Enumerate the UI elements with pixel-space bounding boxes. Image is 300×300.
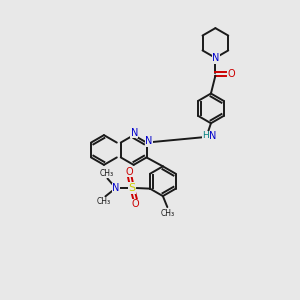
Text: CH₃: CH₃ — [97, 197, 111, 206]
Text: S: S — [129, 183, 136, 193]
Text: N: N — [209, 131, 216, 141]
Text: H: H — [202, 131, 209, 140]
Text: N: N — [145, 136, 153, 146]
Text: N: N — [130, 128, 138, 138]
Text: CH₃: CH₃ — [100, 169, 114, 178]
Text: O: O — [126, 167, 134, 177]
Text: N: N — [112, 183, 119, 193]
Text: O: O — [132, 200, 140, 209]
Text: N: N — [212, 53, 220, 64]
Text: O: O — [227, 69, 235, 79]
Text: CH₃: CH₃ — [161, 209, 175, 218]
